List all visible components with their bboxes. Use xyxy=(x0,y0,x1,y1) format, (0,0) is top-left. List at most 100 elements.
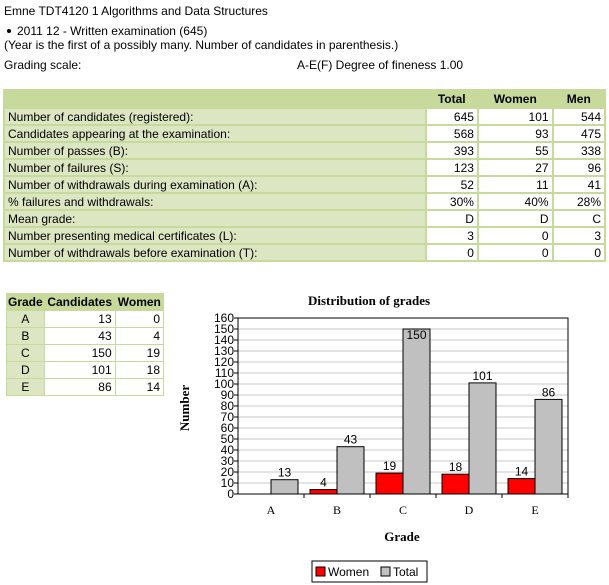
grades-row-women: 0 xyxy=(115,311,163,327)
grades-header-women: Women xyxy=(115,294,163,310)
bullet-icon xyxy=(7,28,11,33)
grades-row-candidates: 101 xyxy=(44,362,115,378)
statistics-header-row: Total Women Men xyxy=(5,91,604,107)
statistics-row: Number of withdrawals before examination… xyxy=(5,245,604,260)
grades-row-grade: C xyxy=(7,345,44,361)
y-tick-label: 10 xyxy=(221,476,235,490)
statistics-row-label: % failures and withdrawals: xyxy=(5,194,425,209)
grades-row: A 13 0 xyxy=(7,311,163,327)
y-tick-label: 60 xyxy=(221,421,235,435)
women-data-label: 14 xyxy=(515,465,529,479)
y-tick-label: 150 xyxy=(214,322,234,336)
statistics-row-total: 393 xyxy=(426,143,477,158)
statistics-row-label: Number of withdrawals during examination… xyxy=(5,177,425,192)
statistics-row-men: C xyxy=(553,211,604,226)
y-tick-label: 130 xyxy=(214,344,234,358)
statistics-header-total: Total xyxy=(426,91,477,107)
women-bar xyxy=(309,489,338,495)
grades-header-candidates: Candidates xyxy=(44,294,115,310)
women-data-label: 4 xyxy=(320,476,327,490)
x-axis-label: Grade xyxy=(384,529,420,544)
y-tick-label: 20 xyxy=(221,465,235,479)
statistics-row: % failures and withdrawals: 30% 40% 28% xyxy=(5,194,604,209)
statistics-table: Total Women Men Number of candidates (re… xyxy=(3,89,606,262)
y-tick-label: 50 xyxy=(221,432,235,446)
statistics-row-men: 475 xyxy=(553,126,604,141)
exam-label: 2011 12 - Written examination (645) xyxy=(17,24,208,38)
statistics-row-men: 0 xyxy=(553,245,604,260)
grades-row-candidates: 86 xyxy=(44,379,115,395)
y-tick-label: 120 xyxy=(214,355,234,369)
statistics-row-total: 3 xyxy=(426,228,477,243)
statistics-row-men: 338 xyxy=(553,143,604,158)
statistics-row-women: 0 xyxy=(478,228,552,243)
women-data-label: 18 xyxy=(449,460,463,474)
women-bar xyxy=(441,473,470,495)
women-bar xyxy=(375,472,404,495)
y-tick-label: 110 xyxy=(215,366,234,380)
y-tick-label: 40 xyxy=(221,443,235,457)
grades-row: C 150 19 xyxy=(7,345,163,361)
statistics-row-total: D xyxy=(426,211,477,226)
grades-row-grade: B xyxy=(7,328,44,344)
statistics-row: Number of candidates (registered): 645 101… xyxy=(5,109,604,124)
grades-table: Grade Candidates Women A 13 0 B 43 4 C 150 19 D 10… xyxy=(6,293,164,396)
y-axis-label: Number xyxy=(177,385,192,431)
x-tick-label: B xyxy=(333,503,341,517)
total-bar xyxy=(534,398,563,495)
total-data-label: 150 xyxy=(406,328,426,342)
statistics-row-women: 55 xyxy=(478,143,552,158)
x-tick-label: C xyxy=(399,503,407,517)
statistics-row: Number presenting medical certificates (… xyxy=(5,228,604,243)
total-data-label: 86 xyxy=(542,385,556,399)
total-bar xyxy=(402,328,431,495)
grades-row: B 43 4 xyxy=(7,328,163,344)
total-data-label: 43 xyxy=(344,433,358,447)
x-tick-label: D xyxy=(465,503,474,517)
statistics-row-label: Number presenting medical certificates (… xyxy=(5,228,425,243)
statistics-row-label: Number of failures (S): xyxy=(5,160,425,175)
statistics-row-label: Candidates appearing at the examination: xyxy=(5,126,425,141)
statistics-row-women: 101 xyxy=(478,109,552,124)
statistics-row-label: Mean grade: xyxy=(5,211,425,226)
statistics-row-label: Number of withdrawals before examination… xyxy=(5,245,425,260)
exam-item: 2011 12 - Written examination (645) xyxy=(5,24,207,38)
statistics-row-men: 544 xyxy=(553,109,604,124)
y-tick-label: 100 xyxy=(214,377,234,391)
statistics-row-women: 40% xyxy=(478,194,552,209)
statistics-row-men: 41 xyxy=(553,177,604,192)
grades-row-women: 14 xyxy=(115,379,163,395)
y-tick-label: 0 xyxy=(227,487,234,501)
y-tick-label: 70 xyxy=(221,410,235,424)
grades-row-women: 4 xyxy=(115,328,163,344)
legend-swatch-total xyxy=(380,566,391,577)
y-tick-label: 30 xyxy=(221,454,235,468)
statistics-row-total: 123 xyxy=(426,160,477,175)
legend-label-women: Women xyxy=(328,565,369,579)
grades-row-women: 18 xyxy=(115,362,163,378)
women-bar xyxy=(507,478,536,495)
statistics-row-women: 93 xyxy=(478,126,552,141)
legend-swatch-women xyxy=(315,566,326,577)
grades-row: D 101 18 xyxy=(7,362,163,378)
y-tick-label: 140 xyxy=(214,333,234,347)
legend-label-total: Total xyxy=(393,565,418,579)
total-bar xyxy=(468,382,497,495)
statistics-header-label xyxy=(5,91,425,107)
x-tick-label: A xyxy=(267,503,276,517)
statistics-row-women: 0 xyxy=(478,245,552,260)
statistics-row-total: 645 xyxy=(426,109,477,124)
statistics-row-women: 27 xyxy=(478,160,552,175)
course-title: Emne TDT4120 1 Algorithms and Data Struc… xyxy=(4,4,268,18)
statistics-row-women: 11 xyxy=(478,177,552,192)
statistics-header-women: Women xyxy=(478,91,552,107)
statistics-row: Mean grade: D D C xyxy=(5,211,604,226)
plot-frame xyxy=(237,317,569,495)
total-bar xyxy=(336,446,365,495)
grading-scale-label: Grading scale: xyxy=(4,58,82,72)
statistics-row-total: 0 xyxy=(426,245,477,260)
statistics-row: Number of passes (B): 393 55 338 xyxy=(5,143,604,158)
chart-title: Distribution of grades xyxy=(308,293,430,308)
grades-row-candidates: 13 xyxy=(44,311,115,327)
statistics-row-total: 30% xyxy=(426,194,477,209)
